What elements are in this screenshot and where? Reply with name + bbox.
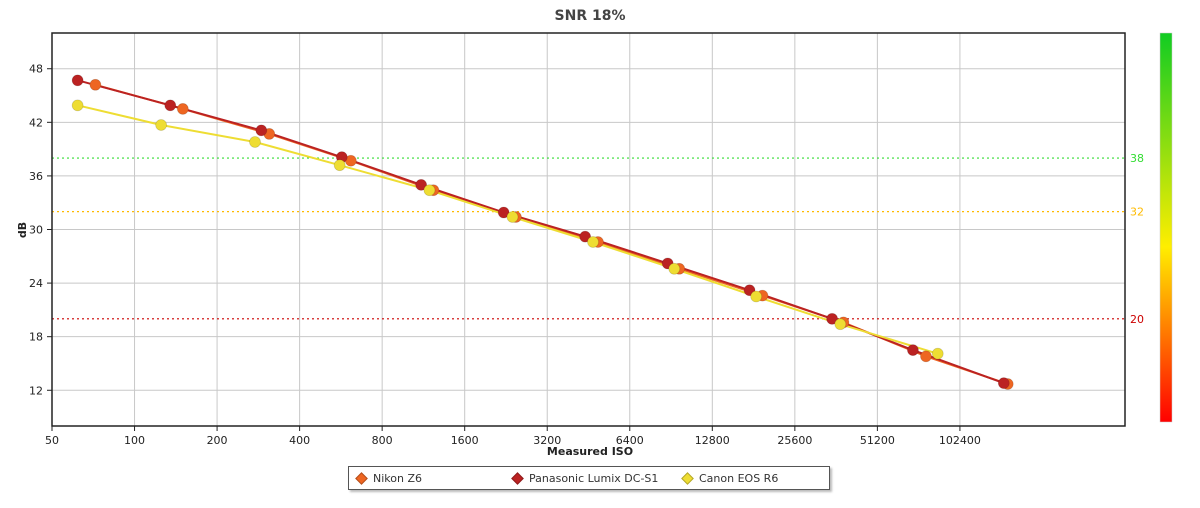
reference-line-label-20: 20: [1130, 313, 1144, 326]
x-tick-label: 1600: [451, 434, 479, 447]
x-tick-label: 102400: [939, 434, 981, 447]
y-tick-label: 30: [29, 224, 43, 237]
y-tick-label: 48: [29, 63, 43, 76]
x-axis-ticks: 50 100 200 400 800 1600 3200 6400 12800 25600 5120…: [45, 426, 981, 447]
legend-label-nikon-z6: Nikon Z6: [373, 471, 422, 485]
reference-line-label-32: 32: [1130, 206, 1144, 219]
data-point-panasonic-lumix-dc-s1: [71, 74, 84, 87]
data-point-panasonic-lumix-dc-s1: [997, 377, 1010, 390]
snr-chart: SNR 18% 38 32 20 50 100 200 400 800 1600 3200 640…: [16, 8, 1173, 458]
data-point-canon-eos-r6: [668, 262, 681, 275]
data-point-panasonic-lumix-dc-s1: [826, 312, 838, 325]
data-point-canon-eos-r6: [155, 119, 168, 131]
chart-title: SNR 18%: [555, 8, 626, 24]
x-tick-label: 6400: [616, 434, 644, 447]
y-tick-label: 36: [29, 170, 43, 183]
data-point-canon-eos-r6: [587, 236, 599, 248]
x-tick-label: 400: [289, 434, 310, 447]
y-axis-ticks: 12 18 24 30 36 42 48: [29, 63, 52, 397]
x-tick-label: 12800: [695, 434, 730, 447]
x-tick-label: 25600: [777, 434, 812, 447]
series-line-panasonic-lumix-dc-s1: [77, 79, 1005, 385]
data-point-canon-eos-r6: [506, 211, 519, 223]
data-point-canon-eos-r6: [333, 159, 346, 172]
x-axis-title: Measured ISO: [547, 445, 633, 458]
gridlines: [51, 33, 1125, 426]
data-point-canon-eos-r6: [71, 99, 84, 112]
data-point-nikon-z6: [176, 103, 189, 115]
reference-line-label-38: 38: [1130, 152, 1144, 165]
y-tick-label: 42: [29, 116, 43, 129]
legend-marker-canon-eos-r6: [681, 471, 694, 485]
data-point-canon-eos-r6: [834, 318, 847, 331]
x-tick-label: 200: [207, 434, 228, 447]
series-line-nikon-z6: [95, 83, 1009, 385]
data-point-canon-eos-r6: [423, 184, 436, 197]
x-tick-label: 3200: [533, 434, 561, 447]
data-point-canon-eos-r6: [750, 290, 763, 303]
x-tick-label: 50: [45, 434, 59, 447]
y-tick-label: 12: [29, 384, 43, 397]
y-axis-title: dB: [16, 222, 29, 238]
y-tick-label: 24: [29, 277, 43, 290]
x-tick-label: 51200: [860, 434, 895, 447]
data-point-panasonic-lumix-dc-s1: [255, 124, 268, 137]
x-tick-label: 800: [372, 434, 393, 447]
legend-label-canon-eos-r6: Canon EOS R6: [699, 471, 779, 485]
data-point-nikon-z6: [89, 78, 102, 91]
data-point-canon-eos-r6: [249, 136, 261, 148]
data-point-panasonic-lumix-dc-s1: [907, 344, 919, 356]
color-scale-bar: [1159, 32, 1173, 423]
legend-item-panasonic-lumix-dc-s1[interactable]: Panasonic Lumix DC-S1: [511, 471, 683, 485]
legend-marker-nikon-z6: [355, 471, 368, 485]
legend-label-panasonic-lumix-dc-s1: Panasonic Lumix DC-S1: [529, 471, 659, 485]
reference-lines: 38 32 20: [52, 152, 1144, 326]
x-tick-label: 100: [124, 434, 145, 447]
legend-item-canon-eos-r6[interactable]: Canon EOS R6: [681, 471, 823, 485]
series-layer: [71, 74, 1014, 390]
data-point-nikon-z6: [920, 350, 932, 363]
y-tick-label: 18: [29, 331, 43, 344]
legend-marker-panasonic-lumix-dc-s1: [511, 471, 524, 485]
data-point-panasonic-lumix-dc-s1: [415, 178, 428, 191]
legend: Nikon Z6 Panasonic Lumix DC-S1 Canon EOS…: [348, 466, 830, 490]
data-point-panasonic-lumix-dc-s1: [579, 230, 592, 243]
data-point-panasonic-lumix-dc-s1: [164, 99, 177, 112]
data-point-panasonic-lumix-dc-s1: [497, 206, 510, 219]
legend-item-nikon-z6[interactable]: Nikon Z6: [355, 471, 513, 485]
data-point-canon-eos-r6: [931, 347, 944, 360]
